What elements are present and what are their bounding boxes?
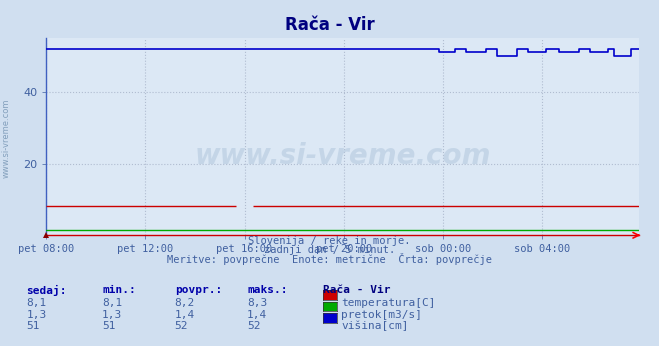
- Text: zadnji dan / 5 minut.: zadnji dan / 5 minut.: [264, 245, 395, 255]
- Text: 1,3: 1,3: [102, 310, 123, 320]
- Text: Slovenija / reke in morje.: Slovenija / reke in morje.: [248, 236, 411, 246]
- Text: 8,1: 8,1: [102, 298, 123, 308]
- Text: maks.:: maks.:: [247, 285, 287, 295]
- Text: 51: 51: [26, 321, 40, 331]
- Text: 8,2: 8,2: [175, 298, 195, 308]
- Text: sedaj:: sedaj:: [26, 285, 67, 297]
- Text: min.:: min.:: [102, 285, 136, 295]
- Text: 51: 51: [102, 321, 115, 331]
- Text: višina[cm]: višina[cm]: [341, 321, 409, 331]
- Text: 52: 52: [247, 321, 260, 331]
- Text: 1,4: 1,4: [247, 310, 268, 320]
- Text: pretok[m3/s]: pretok[m3/s]: [341, 310, 422, 320]
- Text: Rača - Vir: Rača - Vir: [285, 16, 374, 34]
- Text: www.si-vreme.com: www.si-vreme.com: [194, 143, 491, 170]
- Text: 1,3: 1,3: [26, 310, 47, 320]
- Text: 52: 52: [175, 321, 188, 331]
- Text: www.si-vreme.com: www.si-vreme.com: [2, 99, 11, 178]
- Text: temperatura[C]: temperatura[C]: [341, 298, 436, 308]
- Text: 1,4: 1,4: [175, 310, 195, 320]
- Text: Meritve: povprečne  Enote: metrične  Črta: povprečje: Meritve: povprečne Enote: metrične Črta:…: [167, 253, 492, 265]
- Text: 8,1: 8,1: [26, 298, 47, 308]
- Text: povpr.:: povpr.:: [175, 285, 222, 295]
- Text: Rača - Vir: Rača - Vir: [323, 285, 390, 295]
- Text: 8,3: 8,3: [247, 298, 268, 308]
